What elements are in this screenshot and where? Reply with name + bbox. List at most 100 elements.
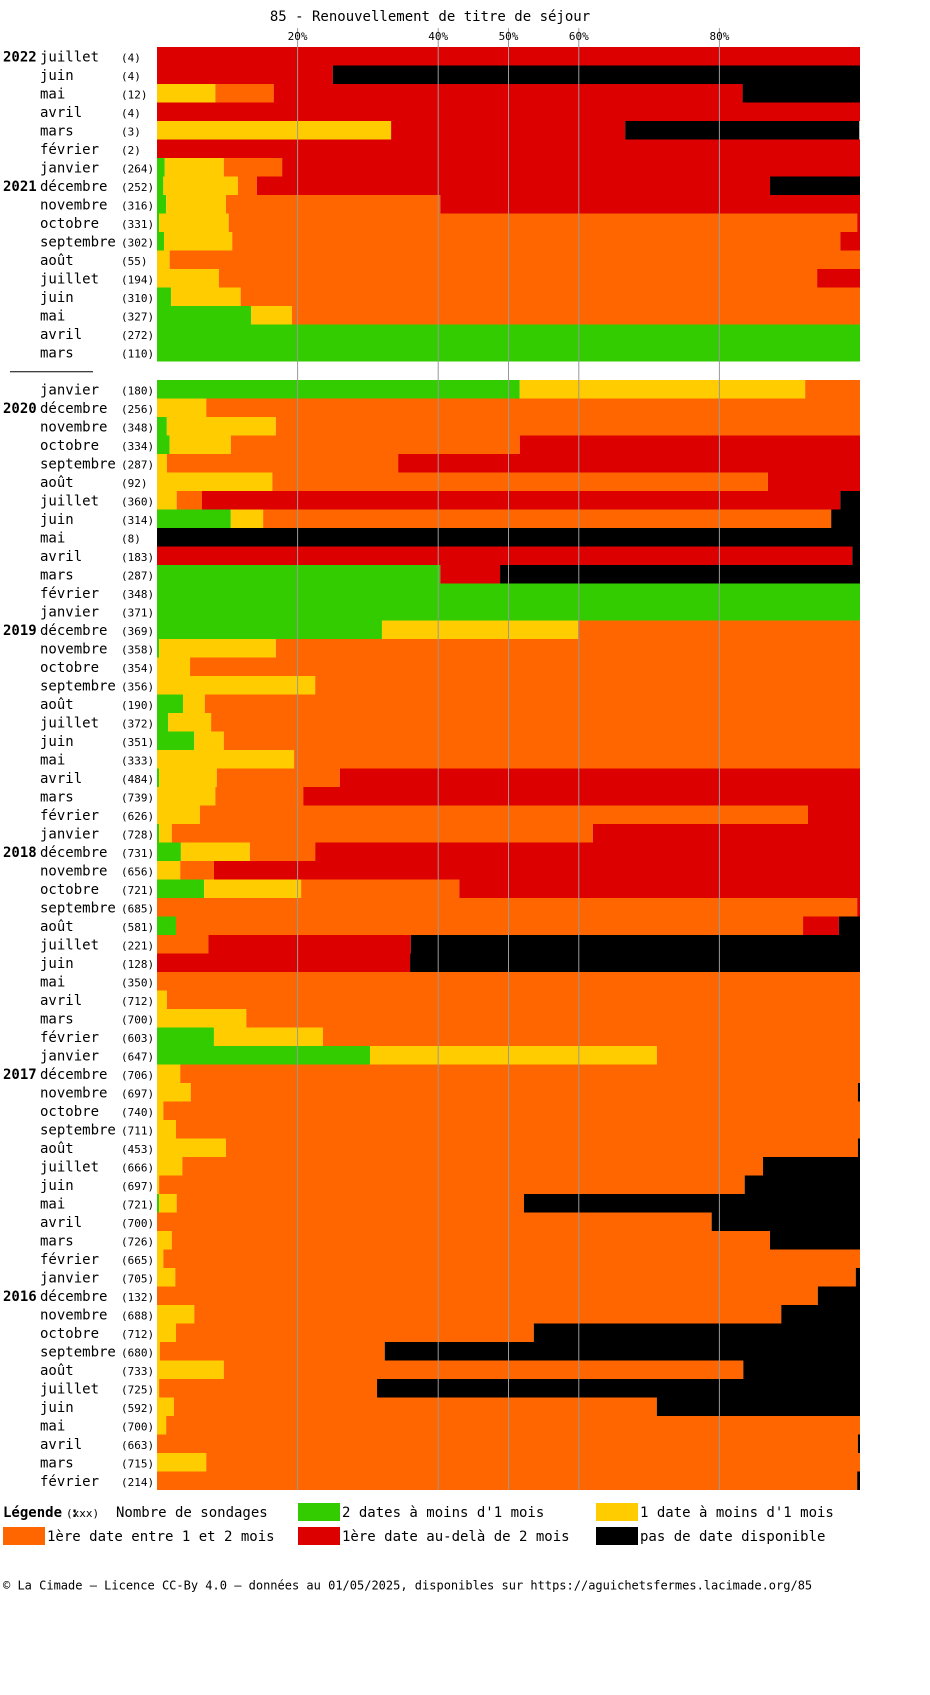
bar-segment bbox=[157, 657, 191, 676]
bar-segment bbox=[770, 176, 860, 195]
bar-segment bbox=[157, 768, 160, 787]
month-label: juillet bbox=[40, 49, 99, 65]
month-label: novembre bbox=[40, 1085, 107, 1101]
month-label: octobre bbox=[40, 438, 99, 454]
bar-segment bbox=[190, 657, 860, 676]
month-label: mai bbox=[40, 1196, 65, 1212]
bar-segment bbox=[744, 1175, 860, 1194]
count-key-label: Nombre de sondages bbox=[116, 1505, 268, 1521]
bar-segment bbox=[263, 509, 832, 528]
month-label: août bbox=[40, 475, 74, 491]
legend-label: 1ère date au-delà de 2 mois bbox=[342, 1529, 570, 1545]
bar-segment bbox=[157, 454, 167, 473]
count-label: (371) bbox=[121, 606, 154, 619]
month-label: avril bbox=[40, 1437, 82, 1453]
bar-segment bbox=[157, 713, 169, 732]
bar-segment bbox=[159, 768, 217, 787]
bar-segment bbox=[201, 491, 841, 510]
footer: © La Cimade – Licence CC-By 4.0 – donnée… bbox=[3, 1579, 812, 1593]
bar-segment bbox=[157, 158, 165, 177]
month-label: juillet bbox=[40, 493, 99, 509]
month-label: septembre bbox=[40, 1122, 116, 1138]
bar-segment bbox=[857, 1434, 860, 1453]
month-label: janvier bbox=[40, 1270, 99, 1286]
month-label: novembre bbox=[40, 197, 107, 213]
month-label: mars bbox=[40, 789, 74, 805]
bar-segment bbox=[230, 509, 264, 528]
bar-segment bbox=[840, 232, 860, 251]
bar-segment bbox=[166, 1416, 860, 1435]
bar-segment bbox=[440, 565, 501, 584]
bar-segment bbox=[166, 195, 226, 214]
count-label: (2) bbox=[121, 144, 141, 157]
bar-segment bbox=[805, 380, 860, 399]
month-label: février bbox=[40, 808, 99, 824]
count-label: (348) bbox=[121, 421, 154, 434]
bar-segment bbox=[159, 639, 276, 658]
bar-segment bbox=[857, 898, 860, 917]
count-label: (348) bbox=[121, 588, 154, 601]
bar-segment bbox=[166, 990, 861, 1009]
count-label: (180) bbox=[121, 384, 154, 397]
month-label: décembre bbox=[40, 845, 107, 861]
month-label: décembre bbox=[40, 1067, 107, 1083]
bar-segment bbox=[157, 639, 160, 658]
bar-segment bbox=[157, 731, 195, 750]
bar-segment bbox=[199, 805, 808, 824]
bar-segment bbox=[398, 454, 860, 473]
month-label: octobre bbox=[40, 882, 99, 898]
count-label: (272) bbox=[121, 329, 154, 342]
bar-segment bbox=[840, 491, 860, 510]
bar-segment bbox=[157, 1064, 181, 1083]
month-label: avril bbox=[40, 105, 82, 121]
bar-segment bbox=[180, 1064, 861, 1083]
bar-segment bbox=[157, 1416, 167, 1435]
bar-segment bbox=[163, 1101, 860, 1120]
bar-segment bbox=[223, 731, 860, 750]
count-label: (626) bbox=[121, 810, 154, 823]
count-label: (351) bbox=[121, 736, 154, 749]
month-label: mars bbox=[40, 567, 74, 583]
month-label: mars bbox=[40, 345, 74, 361]
bar-segment bbox=[157, 694, 184, 713]
year-label: 2022 bbox=[3, 49, 37, 65]
bar-segment bbox=[157, 1101, 164, 1120]
month-label: juillet bbox=[40, 937, 99, 953]
month-label: septembre bbox=[40, 234, 116, 250]
bar-segment bbox=[157, 380, 520, 399]
bar-segment bbox=[157, 898, 858, 917]
bar-segment bbox=[216, 768, 340, 787]
count-label: (354) bbox=[121, 662, 154, 675]
count-label: (700) bbox=[121, 1217, 154, 1230]
bar-segment bbox=[232, 232, 841, 251]
bar-segment bbox=[159, 1342, 385, 1361]
bar-segment bbox=[168, 713, 212, 732]
bar-segment bbox=[157, 861, 181, 880]
bar-segment bbox=[249, 842, 316, 861]
month-label: juillet bbox=[40, 1159, 99, 1175]
chart-title: 85 - Renouvellement de titre de séjour bbox=[270, 9, 590, 25]
count-label: (581) bbox=[121, 921, 154, 934]
bar-segment bbox=[157, 65, 333, 84]
count-label: (287) bbox=[121, 569, 154, 582]
bar-segment bbox=[223, 1360, 744, 1379]
count-label: (663) bbox=[121, 1439, 154, 1452]
count-label: (55) bbox=[121, 255, 148, 268]
bar-segment bbox=[157, 1157, 183, 1176]
count-label: (110) bbox=[121, 347, 154, 360]
bar-segment bbox=[410, 953, 860, 972]
bar-segment bbox=[370, 1046, 657, 1065]
month-label: janvier bbox=[40, 382, 99, 398]
bar-segment bbox=[256, 176, 771, 195]
count-label: (334) bbox=[121, 440, 154, 453]
month-label: juin bbox=[40, 290, 74, 306]
count-label: (12) bbox=[121, 88, 148, 101]
count-label: (656) bbox=[121, 865, 154, 878]
month-label: août bbox=[40, 1363, 74, 1379]
month-label: août bbox=[40, 697, 74, 713]
bar-segment bbox=[807, 805, 860, 824]
bar-segment bbox=[625, 121, 860, 140]
bar-segment bbox=[157, 750, 295, 769]
bar-segment bbox=[157, 121, 392, 140]
bar-segment bbox=[157, 953, 411, 972]
